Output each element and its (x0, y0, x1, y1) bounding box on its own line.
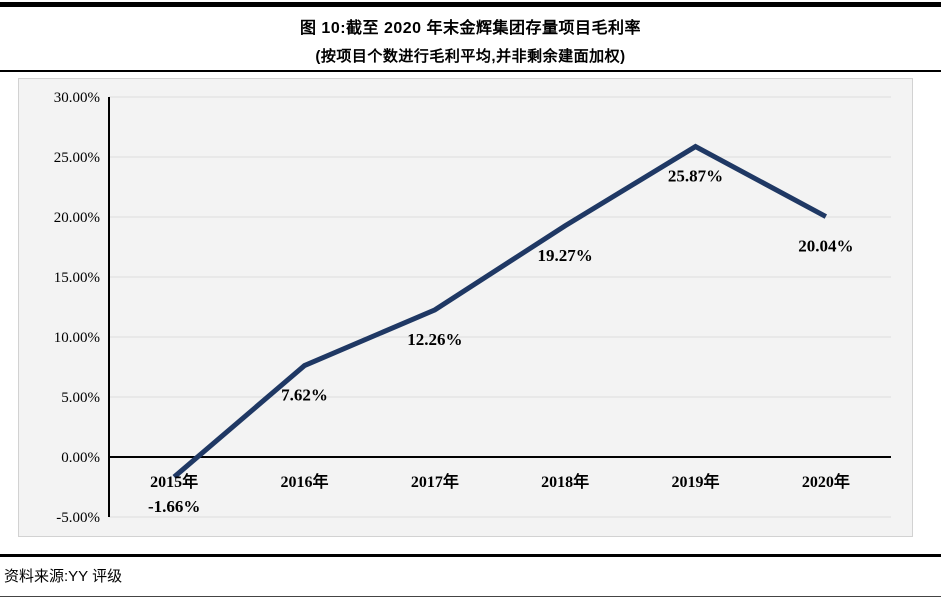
y-axis-tick-label: 10.00% (54, 330, 100, 346)
y-axis-tick-label: 5.00% (61, 390, 100, 406)
x-axis-category-label: 2019年 (671, 472, 719, 491)
data-point-label: 19.27% (538, 246, 593, 265)
y-axis-tick-label: 15.00% (54, 270, 100, 286)
figure-title: 图 10:截至 2020 年末金辉集团存量项目毛利率 (299, 20, 642, 37)
top-divider-bar (0, 2, 941, 7)
y-axis-tick-label: 20.00% (54, 210, 100, 226)
source-top-divider (0, 554, 941, 557)
series-line (172, 143, 828, 479)
header-divider-line (0, 70, 941, 72)
x-axis-category-label: 2015年 (150, 472, 198, 491)
chart-area: 30.00% 25.00% 20.00% 15.00% 10.00% 5.00% 0.00%… (18, 78, 913, 537)
source-text: 资料来源:YY 评级 (4, 568, 123, 585)
data-point-label: -1.66% (148, 497, 200, 516)
y-axis-tick-label: 25.00% (54, 150, 100, 166)
data-point-label: 12.26% (407, 330, 462, 349)
x-axis-category-label: 2020年 (802, 472, 850, 491)
line-chart-svg: 30.00% 25.00% 20.00% 15.00% 10.00% 5.00% 0.00%… (54, 90, 891, 526)
x-axis-category-label: 2018年 (541, 472, 589, 491)
y-axis-tick-label: 30.00% (54, 90, 100, 106)
y-axis-tick-label: 0.00% (61, 450, 100, 466)
data-point-label: 20.04% (798, 237, 853, 256)
x-axis-category-label: 2017年 (411, 472, 459, 491)
source-bottom-divider (0, 596, 941, 597)
data-point-label: 7.62% (281, 386, 328, 405)
x-axis-category-label: 2016年 (280, 472, 328, 491)
figure-subtitle: (按项目个数进行毛利平均,并非剩余建面加权) (315, 48, 626, 65)
y-axis-tick-label: -5.00% (56, 510, 100, 526)
data-point-label: 25.87% (668, 167, 723, 186)
